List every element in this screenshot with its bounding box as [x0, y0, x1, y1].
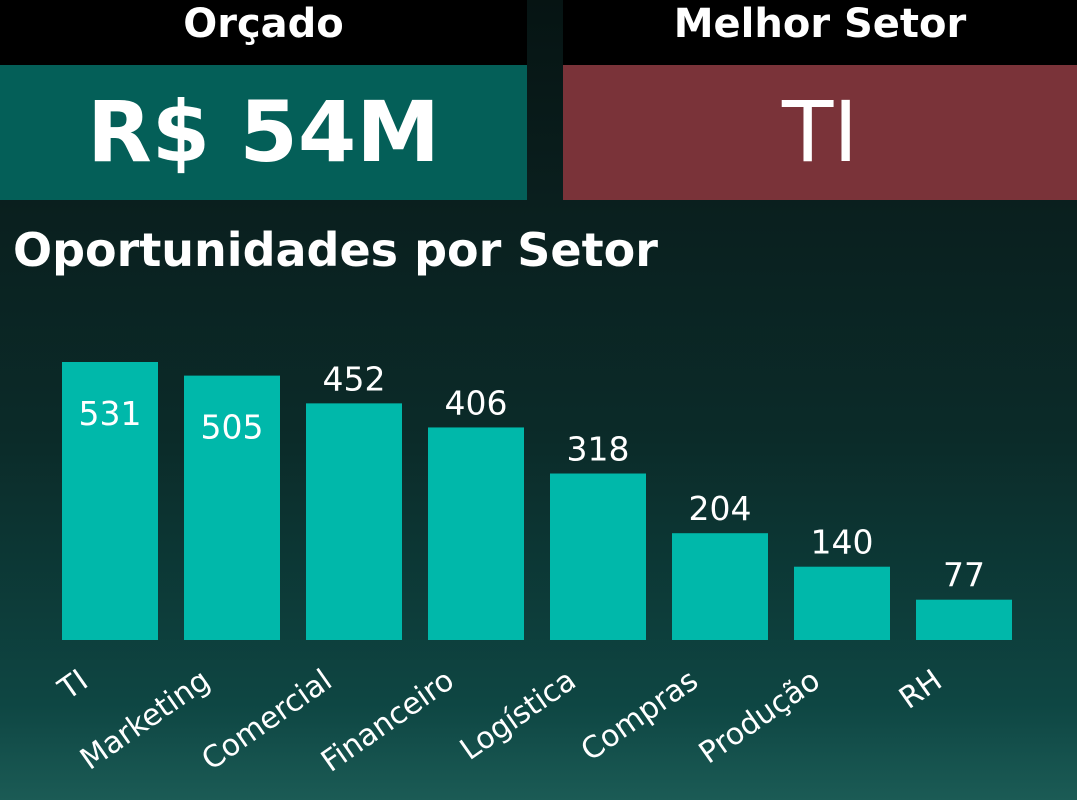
bar-marketing[interactable]	[184, 375, 280, 640]
data-label-producao: 140	[811, 523, 874, 562]
data-label-financeiro: 406	[445, 383, 508, 422]
data-label-comercial: 452	[323, 359, 386, 398]
category-label-logistica: Logística	[454, 663, 583, 768]
kpi-melhor-setor-label: Melhor Setor	[563, 0, 1077, 65]
data-label-rh: 77	[943, 556, 985, 595]
data-label-logistica: 318	[567, 430, 630, 469]
category-label-financeiro: Financeiro	[315, 663, 461, 780]
kpi-melhor-setor-value: TI	[563, 65, 1077, 200]
category-label-producao: Produção	[693, 663, 827, 771]
bar-logistica[interactable]	[550, 473, 646, 640]
kpi-card-orcado: Orçado R$ 54M	[0, 0, 527, 200]
bar-comercial[interactable]	[306, 403, 402, 640]
kpi-orcado-label: Orçado	[0, 0, 527, 65]
data-label-compras: 204	[689, 489, 752, 528]
bar-chart: 531 TI 505 Marketing 452 Comercial 406 Financei…	[51, 359, 1012, 780]
bar-rh[interactable]	[916, 599, 1012, 640]
chart-title: Oportunidades por Setor	[13, 223, 658, 277]
category-label-comercial: Comercial	[195, 663, 338, 778]
bar-compras[interactable]	[672, 533, 768, 640]
category-label-marketing: Marketing	[74, 663, 217, 777]
kpi-card-melhor-setor: Melhor Setor TI	[563, 0, 1077, 200]
bar-financeiro[interactable]	[428, 427, 524, 640]
category-label-rh: RH	[893, 663, 949, 717]
data-label-marketing: 505	[201, 408, 264, 447]
bar-producao[interactable]	[794, 566, 890, 640]
data-label-ti: 531	[79, 394, 142, 433]
bar-ti[interactable]	[62, 362, 158, 640]
category-label-ti: TI	[51, 663, 94, 708]
category-label-compras: Compras	[575, 663, 705, 768]
kpi-orcado-value: R$ 54M	[0, 65, 527, 200]
